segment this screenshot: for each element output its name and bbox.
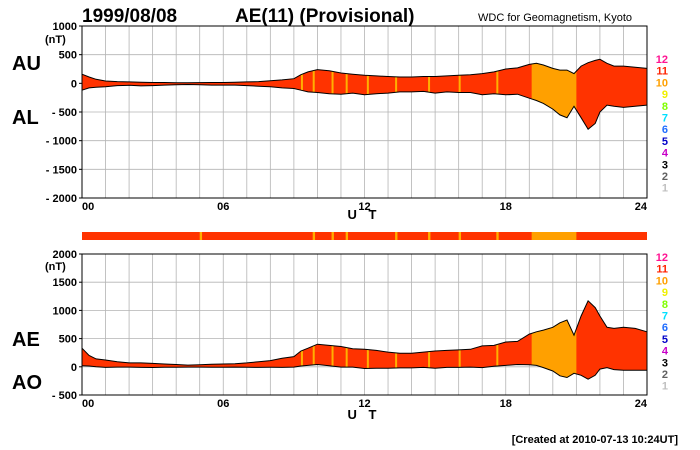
au_al-x-tick-label: 06 [217,201,229,213]
ae_ao-station-count-4: 4 [662,346,669,358]
ae_ao-station-count-7: 7 [662,311,668,323]
ae_ao-fill-stripe [312,300,315,380]
au_al-x-tick-label: 18 [500,201,512,213]
ae_ao-station-count-5: 5 [662,334,668,346]
ae_ao-x-tick-label: 06 [217,398,229,410]
au-al-unit: (nT) [45,34,66,46]
au_al-station-count-7: 7 [662,113,668,125]
ae_ao-station-count-9: 9 [662,287,668,299]
station-bar-segment [345,232,349,240]
station-bar-segment [428,232,431,240]
ae_ao-y-tick-label: 0 [71,362,77,374]
date-label: 1999/08/08 [82,6,177,27]
au_al-x-tick-label: 12 [358,201,370,213]
au_al-x-tick-label: 24 [635,201,648,213]
ae_ao-y-tick-label: 1000 [53,305,77,317]
station-bar-segment [199,232,203,240]
au_al-station-count-11: 11 [656,66,668,78]
ae_ao-lower-curve [81,363,647,380]
ae_ao-fill-stripe [300,300,303,380]
au_al-y-tick-label: - 1500 [46,164,77,176]
au_al-y-tick-label: - 2000 [46,193,77,205]
au-label: AU [12,53,41,75]
au-al-y-ticks: 1000 500 0 - 500 - 1000 - 1500 - 2000 [46,21,82,205]
ae_ao-fill-stripe [345,300,348,380]
au_al-station-count-6: 6 [662,124,668,136]
ae_ao-station-count-12: 12 [656,252,668,264]
ae_ao-fill-stripe [395,300,398,380]
au_al-y-tick-label: 500 [59,50,77,62]
source-label: WDC for Geomagnetism, Kyoto [478,12,632,24]
ae_ao-fill-stripe [496,300,499,380]
au_al-station-count-3: 3 [662,159,668,171]
au_al-x-tick-label: 00 [82,201,94,213]
ae_ao-y-tick-label: 1500 [53,277,77,289]
ae_ao-fill-stripe [331,300,334,380]
ae_ao-x-tick-label: 00 [82,398,94,410]
ae-label: AE [12,329,40,351]
au_al-station-count-8: 8 [662,101,668,113]
au_al-y-tick-label: 1000 [53,21,77,33]
ao-label: AO [12,372,42,394]
ae_ao-x-tick-label: 12 [358,398,370,410]
au-al-curves [81,58,648,130]
station-bar-segment [531,232,577,240]
au_al-y-tick-label: - 500 [52,107,77,119]
au_al-upper-curve [81,58,648,84]
ae-ao-curves [81,299,648,380]
ae_ao-fill-stripe [366,300,369,380]
station-bar-segment [395,232,398,240]
ae-ao-y-ticks: 2000 1500 1000 500 0 - 500 [52,249,82,402]
ae_ao-station-count-2: 2 [662,369,668,381]
chart-title: AE(11) (Provisional) [235,6,415,27]
ae-ao-unit: (nT) [45,261,66,273]
au_al-station-count-12: 12 [656,54,668,66]
au-al-x-ticks: 00 06 12 18 24 [82,201,648,213]
ae_ao-station-count-10: 10 [656,275,668,287]
au_al-station-count-1: 1 [662,183,668,195]
au_al-station-count-2: 2 [662,171,668,183]
au_al-y-tick-label: - 1000 [46,136,77,148]
ae_ao-x-tick-label: 24 [635,398,648,410]
station-bar-segment [458,232,462,240]
ae_ao-x-tick-label: 18 [500,398,512,410]
ae_ao-upper-curve [81,299,648,366]
ae_ao-station-count-8: 8 [662,299,668,311]
station-bar-base [82,232,647,240]
station-bar-segment [496,232,499,240]
ae_ao-y-tick-label: 2000 [53,249,77,261]
au_al-y-tick-label: 0 [71,78,77,90]
au_al-station-count-5: 5 [662,136,668,148]
au-al-xlabel: U T [348,207,381,222]
au_al-lower-curve [81,83,648,130]
ae_ao-y-tick-label: 500 [59,334,77,346]
ae-ao-x-ticks: 00 06 12 18 24 [82,398,648,410]
station-bar-segment [331,232,334,240]
ae_ao-y-tick-label: - 500 [52,390,77,402]
ae-ao-xlabel: U T [348,407,381,422]
ae_ao-station-count-6: 6 [662,322,668,334]
au_al-station-count-4: 4 [662,148,669,160]
ae_ao-station-count-1: 1 [662,381,668,393]
ae_ao-fill-stripe [428,300,431,380]
ae-ao-frame [81,253,648,396]
station-count-bar [82,232,647,240]
ae_ao-station-count-11: 11 [656,264,668,276]
au_al-station-count-9: 9 [662,89,668,101]
ae_ao-fill-ten-stations [531,300,577,380]
station-bar-segment [312,232,316,240]
ae_ao-station-count-3: 3 [662,357,668,369]
au_al-station-count-10: 10 [656,77,668,89]
al-label: AL [12,107,39,129]
created-timestamp: [Created at 2010-07-13 10:24UT] [512,434,679,446]
